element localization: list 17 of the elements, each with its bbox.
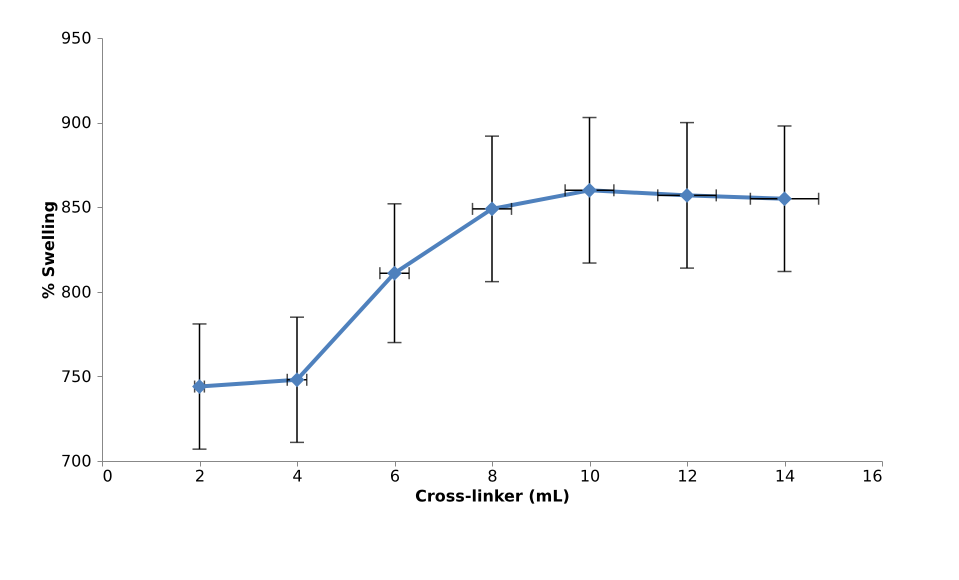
x-tick-label: 0 [102,466,113,486]
y-tick-label: 700 [60,452,92,470]
y-tick-label: 850 [60,198,92,217]
y-tick-label: 900 [60,113,92,132]
x-tick-label: 4 [292,466,303,486]
x-tick-label: 8 [487,466,498,486]
y-tick-label: 950 [60,28,92,48]
x-tick-label: 2 [194,466,206,486]
x-tick-label: 10 [580,466,600,486]
y-axis-title: % Swelling [38,200,58,300]
x-axis-title: Cross-linker (mL) [415,486,570,506]
x-tick-label: 12 [677,466,698,486]
y-tick-label: 800 [60,282,92,302]
x-tick-label: 16 [862,466,882,486]
y-tick-label: 750 [60,366,92,386]
x-tick-label: 14 [774,466,796,486]
x-tick-label: 6 [390,466,400,486]
